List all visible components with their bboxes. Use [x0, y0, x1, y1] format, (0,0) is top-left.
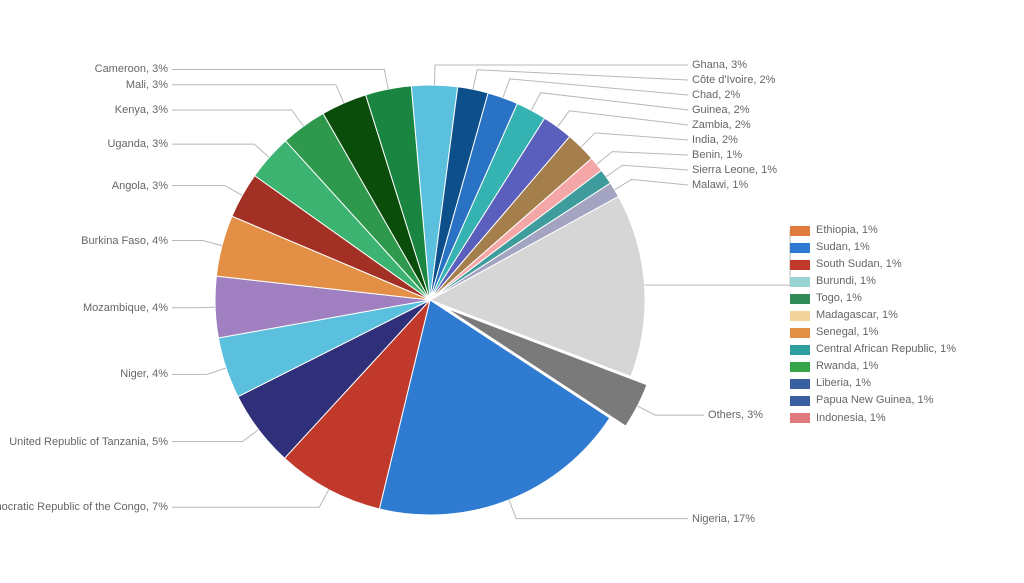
leader-line	[509, 500, 688, 519]
legend-label: Liberia, 1%	[816, 375, 871, 392]
legend-row: Rwanda, 1%	[790, 358, 1010, 375]
legend-swatch	[790, 294, 810, 304]
legend-label: Central African Republic, 1%	[816, 341, 956, 358]
leader-line	[558, 111, 688, 127]
legend-swatch	[790, 379, 810, 389]
legend-swatch	[790, 277, 810, 287]
leader-line	[172, 110, 304, 126]
legend-label: Indonesia, 1%	[816, 410, 886, 427]
legend-label: Togo, 1%	[816, 290, 862, 307]
leader-line	[435, 65, 688, 85]
leader-line	[615, 179, 688, 189]
leader-line	[597, 152, 688, 165]
leader-line	[172, 186, 242, 196]
leader-line	[172, 69, 388, 89]
legend-swatch	[790, 328, 810, 338]
leader-line	[172, 307, 215, 308]
legend-row: Madagascar, 1%	[790, 307, 1010, 324]
legend-row: Senegal, 1%	[790, 324, 1010, 341]
legend-row: Burundi, 1%	[790, 273, 1010, 290]
leader-line	[606, 165, 688, 176]
legend-row: Ethiopia, 1%	[790, 222, 1010, 239]
leader-line	[172, 430, 258, 442]
legend-label: Madagascar, 1%	[816, 307, 898, 324]
leader-line	[172, 241, 222, 246]
leader-line	[531, 93, 688, 111]
legend-row: Sudan, 1%	[790, 239, 1010, 256]
legend-label: South Sudan, 1%	[816, 256, 902, 273]
legend-swatch	[790, 260, 810, 270]
legend-label: Sudan, 1%	[816, 239, 870, 256]
legend-label: Ethiopia, 1%	[816, 222, 878, 239]
legend-row: Central African Republic, 1%	[790, 341, 1010, 358]
legend-row: Liberia, 1%	[790, 375, 1010, 392]
leader-line	[172, 368, 226, 374]
leader-line	[581, 133, 688, 147]
legend-swatch	[790, 396, 810, 406]
leader-line	[503, 79, 688, 98]
legend-row: Togo, 1%	[790, 290, 1010, 307]
legend-label: Rwanda, 1%	[816, 358, 878, 375]
legend-label: Senegal, 1%	[816, 324, 878, 341]
legend-swatch	[790, 311, 810, 321]
leader-line	[172, 85, 344, 103]
leader-line	[172, 144, 269, 157]
legend-row: Papua New Guinea, 1%	[790, 392, 1010, 409]
legend: Ethiopia, 1%Sudan, 1%South Sudan, 1%Buru…	[790, 220, 1010, 429]
leader-line	[473, 70, 688, 90]
legend-swatch	[790, 226, 810, 236]
legend-label: Burundi, 1%	[816, 273, 876, 290]
legend-swatch	[790, 345, 810, 355]
legend-swatch	[790, 413, 810, 423]
legend-swatch	[790, 362, 810, 372]
leader-line	[637, 406, 704, 415]
legend-label: Papua New Guinea, 1%	[816, 392, 933, 409]
legend-row: Indonesia, 1%	[790, 410, 1010, 427]
leader-line	[172, 490, 329, 508]
legend-row: South Sudan, 1%	[790, 256, 1010, 273]
legend-swatch	[790, 243, 810, 253]
